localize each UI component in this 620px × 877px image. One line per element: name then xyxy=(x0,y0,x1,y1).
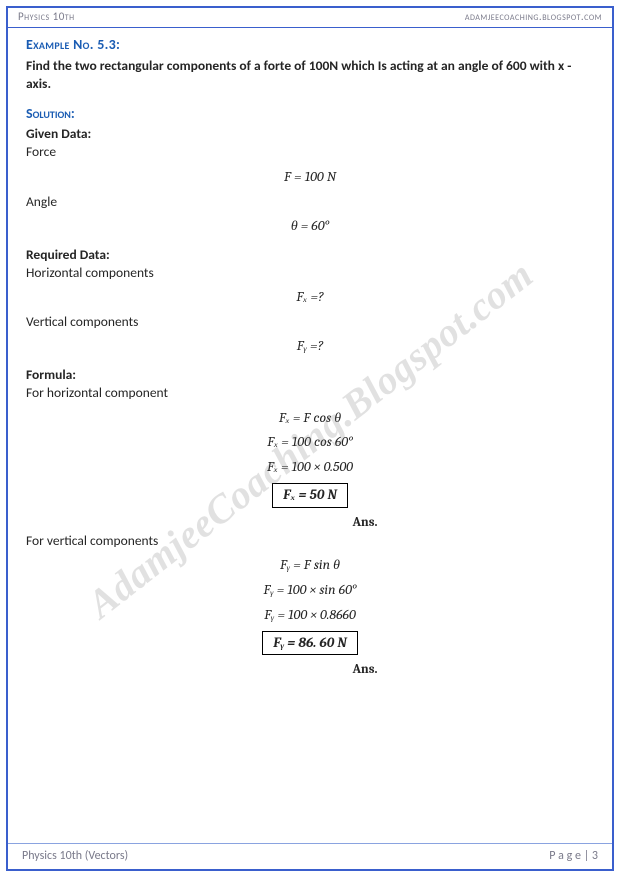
h-eq-3: Fₓ = 100 × 0.500 xyxy=(26,458,594,477)
ans-label: Ans. xyxy=(242,514,377,532)
header-left: Physics 10th xyxy=(18,10,75,23)
required-data-label: Required Data: xyxy=(26,246,594,264)
v-eq-3: Fᵧ = 100 × 0.8660 xyxy=(26,606,594,625)
force-equation: F = 100 N xyxy=(26,168,594,187)
footer-right: P a g e | 3 xyxy=(549,849,598,863)
eq-text: F = 100 N xyxy=(284,168,336,185)
angle-equation: θ = 60° xyxy=(26,217,594,236)
eq-text: Fₓ = 100 × 0.500 xyxy=(267,458,353,475)
angle-label: Angle xyxy=(26,193,594,211)
footer-left: Physics 10th (Vectors) xyxy=(22,849,128,863)
eq-text: θ = 60° xyxy=(291,217,329,234)
force-label: Force xyxy=(26,143,594,161)
eq-text: Fᵧ = 100 × sin 60° xyxy=(263,581,356,598)
vertical-formula-label: For vertical components xyxy=(26,532,594,550)
v-result-box: Fᵧ = 86. 60 N xyxy=(262,631,358,656)
eq-text: Fₓ = F cos θ xyxy=(279,409,341,426)
example-heading: Example No. 5.3: xyxy=(26,36,594,55)
v-ans-row: Ans. xyxy=(26,661,594,679)
eq-text: Fₓ = 100 cos 60° xyxy=(267,433,353,450)
eq-text: Fᵧ =? xyxy=(297,337,323,354)
given-data-label: Given Data: xyxy=(26,125,594,143)
eq-text: Fᵧ = 100 × 0.8660 xyxy=(264,606,356,623)
header-bar: Physics 10th adamjeecoaching.blogspot.co… xyxy=(8,8,612,28)
vertical-comp-label: Vertical components xyxy=(26,313,594,331)
page-number: 3 xyxy=(592,849,598,863)
h-result-box: Fₓ = 50 N xyxy=(272,483,348,508)
v-eq-1: Fᵧ = F sin θ xyxy=(26,556,594,575)
page-prefix: P a g e | xyxy=(549,849,592,863)
header-right: adamjeecoaching.blogspot.com xyxy=(465,10,602,23)
fy-unknown: Fᵧ =? xyxy=(26,337,594,356)
ans-label: Ans. xyxy=(242,661,377,679)
horizontal-formula-label: For horizontal component xyxy=(26,384,594,402)
problem-statement: Find the two rectangular components of a… xyxy=(26,57,594,93)
v-result-row: Fᵧ = 86. 60 N xyxy=(26,631,594,656)
h-ans-row: Ans. xyxy=(26,514,594,532)
fx-unknown: Fₓ =? xyxy=(26,288,594,307)
page-frame: Physics 10th adamjeecoaching.blogspot.co… xyxy=(6,6,614,871)
eq-text: Fᵧ = F sin θ xyxy=(280,556,340,573)
h-result-row: Fₓ = 50 N xyxy=(26,483,594,508)
eq-text: Fₓ =? xyxy=(296,288,323,305)
h-eq-2: Fₓ = 100 cos 60° xyxy=(26,433,594,452)
horizontal-comp-label: Horizontal components xyxy=(26,264,594,282)
h-eq-1: Fₓ = F cos θ xyxy=(26,409,594,428)
formula-label: Formula: xyxy=(26,366,594,384)
footer-bar: Physics 10th (Vectors) P a g e | 3 xyxy=(8,843,612,869)
v-eq-2: Fᵧ = 100 × sin 60° xyxy=(26,581,594,600)
solution-heading: Solution: xyxy=(26,105,594,124)
content-area: Example No. 5.3: Find the two rectangula… xyxy=(8,28,612,679)
